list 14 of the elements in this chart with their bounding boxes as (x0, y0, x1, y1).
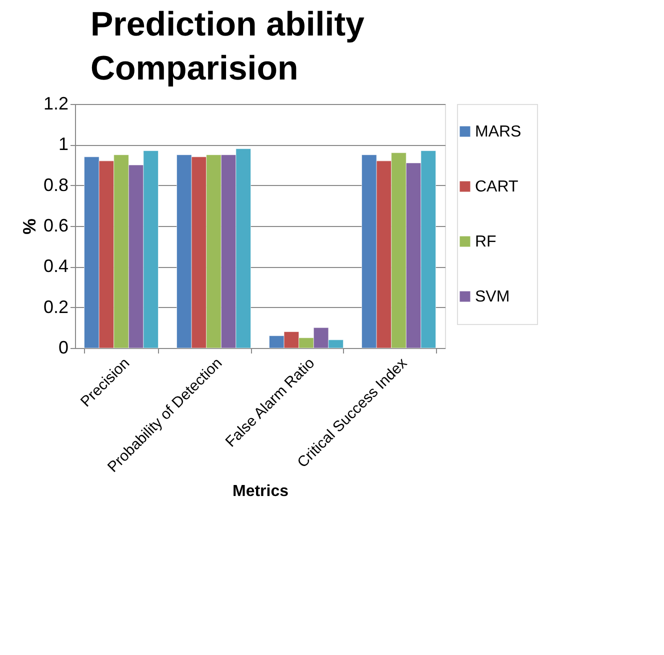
y-tick-label: 1.2 (43, 94, 68, 114)
x-axis-title: Metrics (232, 483, 289, 500)
y-axis-title: % (19, 218, 40, 235)
legend-label: SVM (475, 288, 510, 306)
y-tick-label: 0.2 (43, 296, 68, 317)
chart-title: Prediction ability Comparision (90, 6, 365, 88)
legend-label: RF (475, 234, 497, 250)
legend-label: CART (475, 178, 518, 196)
y-tick-label: 0.4 (43, 256, 68, 276)
y-tick-label: 0.8 (43, 174, 68, 195)
y-tick-label: 1 (58, 134, 68, 154)
legend-label: MARS (475, 124, 522, 140)
y-tick-label: 0 (58, 338, 68, 358)
y-tick-label: 0.6 (43, 216, 68, 236)
